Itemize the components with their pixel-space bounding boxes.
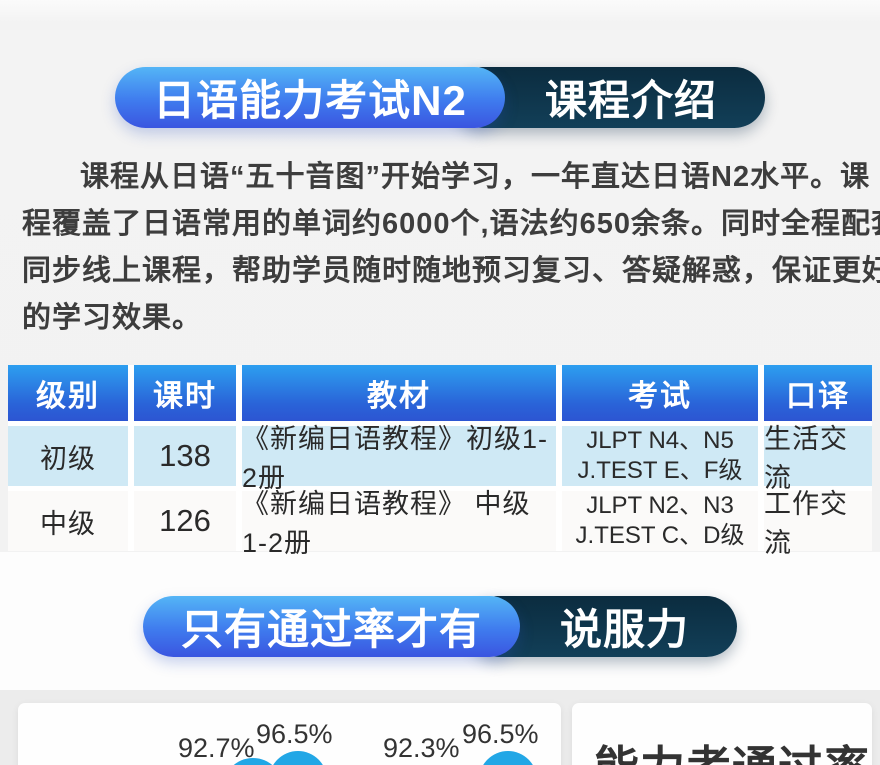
column-header-hours: 课时 [134,365,236,421]
data-label: 96.5% [462,719,539,749]
banner1-title-right: 课程介绍 [452,67,765,128]
pass-rate-title: 能力考通过率 [594,731,870,765]
cell-level: 中级 [8,491,128,551]
exam-line: J.TEST E、F级 [577,457,743,484]
course-description: 课程从日语“五十音图”开始学习，一年直达日语N2水平。课 程覆盖了日语常用的单词… [22,154,880,342]
cell-textbook: 《新编日语教程》 中级1-2册 [242,489,556,558]
course-table: 级别 课时 教材 考试 口译 初级 138 《新编日语教程》初级1-2册 JLP… [8,365,872,558]
cell-hours: 126 [134,491,236,551]
pass-rate-title-card: 能力考通过率 [572,703,872,765]
banner2-title-left: 只有通过率才有 [142,596,520,657]
data-point-dot [479,751,537,765]
data-point-dot [223,758,283,765]
cell-interpretation: 工作交流 [764,489,872,558]
data-point-dot [269,751,327,765]
cell-interpretation: 生活交流 [764,424,872,493]
course-description-line: 同步线上课程，帮助学员随时随地预习复习、答疑解惑，保证更好 [22,255,880,287]
column-header-interpretation: 口译 [764,365,872,421]
cell-exam: JLPT N4、N5 J.TEST E、F级 [562,426,758,486]
column-header-level: 级别 [8,365,128,421]
banner2-left-label: 只有通过率才有 [180,606,482,653]
cell-hours: 138 [134,426,236,486]
exam-line: JLPT N2、N3 [586,492,734,519]
column-header-textbook: 教材 [242,365,556,421]
section-banner-course-intro: 日语能力考试N2 课程介绍 [0,67,880,128]
data-label: 92.3% [383,733,460,763]
banner1-right-label: 课程介绍 [544,77,717,124]
banner1-left-label: 日语能力考试N2 [153,77,467,124]
section-banner-pass-rate: 只有通过率才有 说服力 [0,596,880,657]
course-description-line: 的学习效果。 [22,302,203,334]
exam-line: JLPT N4、N5 [586,427,734,454]
banner1-title-left: 日语能力考试N2 [115,67,505,128]
course-description-line: 程覆盖了日语常用的单词约6000个,语法约650余条。同时全程配套 [22,208,880,240]
banner2-right-label: 说服力 [560,606,690,653]
cell-exam: JLPT N2、N3 J.TEST C、D级 [562,491,758,551]
data-label: 96.5% [256,719,333,749]
cell-level: 初级 [8,426,128,486]
exam-line: J.TEST C、D级 [575,522,745,549]
pass-rate-chart-card: 92.7% 96.5% 92.3% 96.5% [18,703,561,765]
column-header-exam: 考试 [562,365,758,421]
course-description-line: 课程从日语“五十音图”开始学习，一年直达日语N2水平。课 [80,161,871,193]
cell-textbook: 《新编日语教程》初级1-2册 [242,424,556,493]
data-label: 92.7% [178,733,255,763]
